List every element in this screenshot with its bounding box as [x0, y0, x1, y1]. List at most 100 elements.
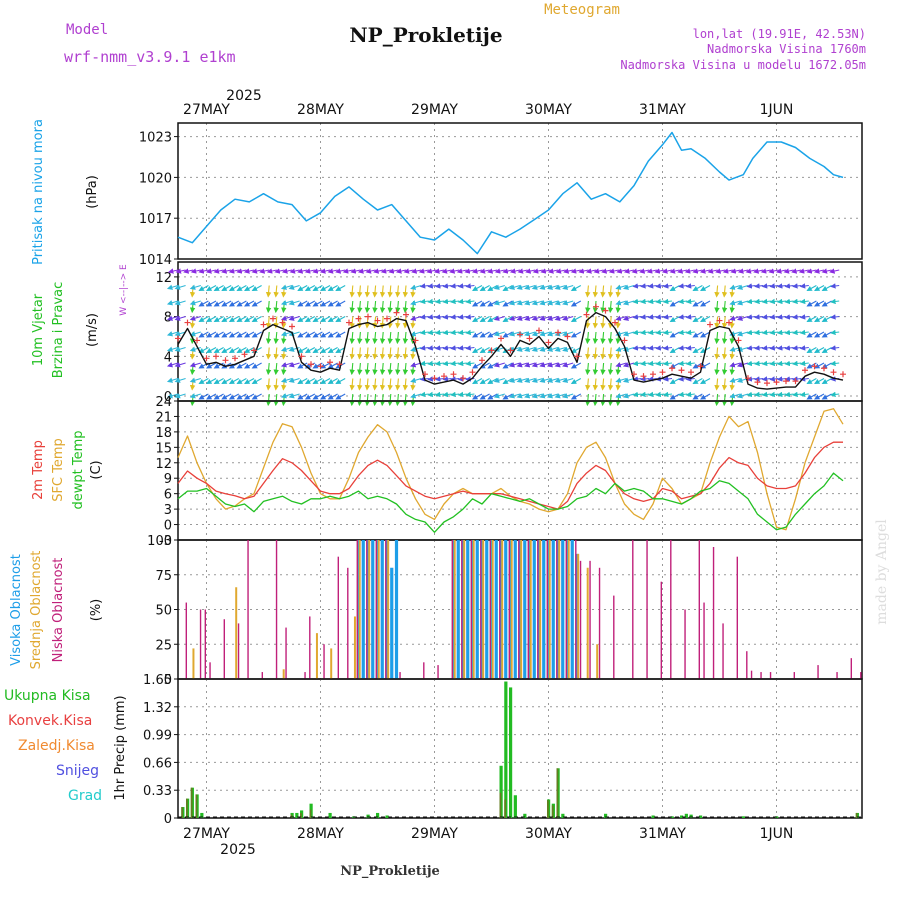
wind-arrow: [746, 391, 756, 398]
wind-arrow: [372, 331, 378, 345]
wind-arrow: [327, 316, 338, 323]
wind-gust-marker: [697, 363, 704, 370]
wind-arrow: [372, 300, 378, 314]
wind-arrow: [410, 300, 422, 306]
wind-arrow: [600, 347, 606, 360]
wind-arrow: [700, 378, 711, 385]
wind-arrow: [228, 347, 240, 354]
wind-arrow: [792, 283, 802, 289]
wind-arrow: [662, 360, 673, 367]
wind-arrow: [297, 347, 308, 354]
wind-arrow: [721, 393, 728, 407]
wind-gust-marker: [384, 315, 390, 322]
wind-arrow: [402, 393, 409, 407]
wind-arrow: [450, 283, 460, 289]
wind-gust-marker: [764, 380, 770, 387]
wind-arrow: [457, 298, 467, 305]
wind-arrow: [251, 378, 262, 385]
wind-arrow: [736, 331, 749, 337]
wind-arrow: [189, 362, 196, 376]
wind-arrow: [632, 345, 642, 351]
wind-arrow: [349, 300, 355, 314]
precip-bar-convective: [195, 794, 198, 818]
wind-arrow: [434, 298, 445, 305]
wind-gust-marker: [279, 319, 286, 326]
wind-gust-marker: [460, 375, 466, 382]
wind-arrow: [335, 316, 346, 323]
y-tick-label: 0: [164, 673, 172, 688]
wind-arrow: [189, 285, 196, 298]
wind-arrow: [198, 300, 209, 307]
wind-arrow: [244, 362, 255, 369]
wind-arrow: [600, 316, 606, 329]
wind-gust-marker: [241, 351, 248, 358]
wind-arrow: [236, 316, 247, 323]
wind-arrow: [806, 378, 817, 385]
wind-arrow: [312, 378, 323, 385]
wind-arrow: [622, 315, 635, 321]
y-tick-label: 100: [147, 534, 172, 549]
wind-gust-marker: [308, 361, 314, 368]
wind-gust-marker: [716, 317, 723, 324]
precip-bar-total: [328, 812, 332, 818]
wind-gust-marker: [393, 309, 400, 316]
wind-arrow: [450, 298, 460, 305]
wind-arrow: [395, 300, 401, 314]
wind-arrow: [357, 393, 363, 407]
wind-arrow: [281, 378, 287, 391]
wind-arrow: [585, 393, 591, 407]
wind-arrow: [244, 331, 255, 338]
wind-arrow: [799, 283, 809, 289]
wind-arrow: [754, 329, 764, 336]
wind-gust-marker: [545, 339, 552, 346]
wind-arrow: [450, 376, 460, 382]
model-label: Model: [66, 22, 108, 38]
wind-arrow: [372, 285, 378, 298]
wind-arrow: [198, 347, 209, 354]
wind-arrow: [419, 345, 429, 351]
wind-arrow: [678, 329, 688, 336]
wind-arrow: [570, 378, 582, 385]
wind-arrow: [372, 393, 378, 407]
wind-arrow: [335, 378, 346, 385]
wind-arrow: [320, 285, 331, 292]
wind-arrow: [387, 285, 393, 298]
legend-snow: Snijeg: [56, 763, 99, 779]
precip-bar-total: [604, 813, 608, 818]
wind-arrow: [622, 300, 635, 306]
wind-arrow: [297, 378, 308, 385]
page-title: NP_Prokletije: [349, 23, 502, 47]
wind-arrow: [592, 378, 599, 391]
wind-arrow: [585, 285, 591, 298]
wind-arrow: [189, 377, 201, 383]
wind-gust-marker: [555, 329, 561, 336]
wind-gust-marker: [688, 369, 694, 376]
wind-arrow: [236, 300, 247, 307]
wind-arrow: [387, 393, 393, 407]
wind-arrow: [746, 345, 756, 351]
wind-arrow: [357, 285, 363, 298]
wind-arrow: [379, 378, 386, 391]
wind-arrow: [761, 376, 771, 382]
wind-arrow: [746, 360, 756, 367]
wind-arrow: [304, 300, 316, 307]
legend-convective-rain: Konvek.Kisa: [8, 713, 92, 729]
wind-arrow: [251, 300, 262, 307]
wind-arrow: [189, 284, 201, 290]
wind-arrow: [736, 300, 749, 306]
wind-arrow: [320, 331, 331, 338]
wind-gust-marker: [289, 323, 295, 330]
wind-gust-marker: [754, 379, 761, 386]
wind-arrow: [806, 316, 817, 323]
wind-arrow: [655, 345, 665, 351]
wind-arrow: [236, 331, 247, 338]
precip-bar-total: [684, 813, 688, 818]
precip-bar-convective: [181, 807, 184, 818]
wind-gust-marker: [517, 331, 523, 338]
y-tick-label: 0.99: [143, 729, 172, 744]
wind-arrow: [402, 285, 409, 298]
wind-arrow: [434, 360, 445, 367]
wind-arrow: [792, 329, 802, 336]
